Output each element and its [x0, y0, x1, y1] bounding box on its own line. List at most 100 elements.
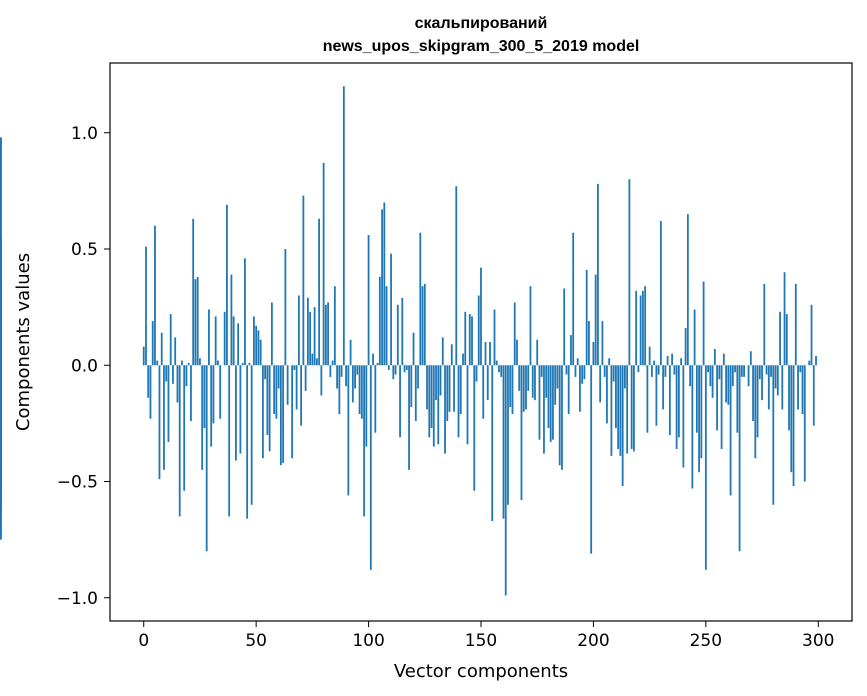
bar-191	[572, 232, 575, 366]
bar-102	[372, 353, 374, 366]
bar-2	[147, 365, 150, 398]
bar-222	[641, 290, 644, 366]
bar-240	[682, 365, 685, 468]
bar-254	[713, 348, 716, 366]
bar-54	[264, 365, 267, 380]
bar-223	[644, 286, 647, 366]
bar-145	[468, 314, 471, 366]
bar-196	[583, 365, 586, 380]
bar-64	[286, 365, 289, 405]
bar-23	[194, 279, 197, 366]
chart-title: скальпирований	[415, 15, 548, 32]
y-axis-label: Components values	[13, 253, 34, 431]
bar-283	[779, 311, 781, 366]
bar-177	[540, 365, 543, 377]
bar-33	[217, 360, 219, 366]
bar-232	[664, 365, 667, 377]
bar-undefined	[0, 137, 2, 366]
bar-245	[693, 309, 696, 366]
bar-147	[473, 365, 476, 491]
bar-175	[536, 339, 539, 366]
bar-41	[235, 365, 237, 461]
bar-117	[405, 365, 408, 370]
bar-96	[358, 365, 361, 415]
x-tick-label: 150	[465, 631, 497, 651]
bar-170	[525, 365, 527, 410]
bar-201	[594, 274, 597, 366]
bar-66	[291, 365, 294, 459]
bar-291	[797, 365, 799, 410]
bar-176	[538, 365, 541, 440]
bar-288	[790, 365, 793, 473]
bar-271	[752, 365, 754, 422]
bar-173	[531, 365, 534, 398]
bar-133	[441, 337, 444, 366]
bar-108	[385, 286, 388, 366]
bar-294	[803, 365, 806, 482]
bar-228	[655, 365, 658, 426]
bar-7	[158, 365, 161, 480]
bar-183	[554, 365, 557, 405]
bar-74	[309, 311, 312, 366]
bar-252	[709, 365, 712, 387]
bar-113	[396, 304, 399, 366]
bar-17	[181, 360, 183, 366]
bar-73	[306, 297, 309, 366]
bar-264	[736, 365, 739, 433]
bar-274	[758, 365, 761, 380]
bar-111	[392, 365, 395, 380]
bar-21	[190, 365, 192, 422]
bar-116	[403, 365, 406, 373]
bar-131	[437, 365, 440, 445]
bar-219	[635, 290, 638, 366]
bar-89	[342, 86, 345, 366]
bar-20	[187, 362, 190, 366]
bar-214	[624, 365, 626, 389]
bar-88	[340, 365, 343, 377]
bar-152	[484, 342, 487, 366]
bar-36	[223, 311, 226, 366]
bar-258	[722, 353, 725, 366]
bar-286	[785, 314, 788, 366]
bar-260	[727, 365, 730, 405]
bar-67	[293, 365, 296, 370]
bar-45	[244, 258, 246, 366]
bar-275	[761, 365, 763, 401]
bar-103	[374, 365, 377, 433]
bar-120	[412, 332, 415, 366]
bar-161	[504, 365, 507, 596]
bar-123	[419, 232, 422, 366]
bar-109	[387, 365, 390, 370]
y-tick-label: −0.5	[57, 473, 98, 493]
bar-143	[464, 311, 467, 366]
bar-95	[356, 365, 359, 375]
bar-235	[671, 353, 674, 366]
bar-249	[702, 281, 705, 366]
bar-292	[799, 365, 802, 373]
y-tick-label: 0.0	[71, 356, 98, 376]
bar-39	[230, 274, 233, 366]
bar-236	[673, 365, 676, 375]
bar-166	[516, 339, 518, 366]
bar-49	[253, 316, 255, 366]
bar-128	[430, 365, 433, 429]
bar-237	[675, 365, 678, 449]
bar-5	[154, 225, 156, 366]
bar-205	[603, 365, 606, 377]
bar-94	[354, 365, 356, 389]
bar-82	[327, 302, 329, 366]
bar-189	[567, 365, 570, 415]
bar-19	[185, 365, 188, 387]
bar-6	[156, 360, 159, 366]
bar-110	[390, 253, 392, 366]
bar-203	[599, 365, 602, 403]
bar-229	[657, 365, 660, 375]
bar-14	[174, 337, 177, 366]
bar-187	[563, 288, 566, 366]
x-axis-label: Vector components	[394, 661, 568, 682]
bar-48	[250, 365, 253, 505]
bar-251	[707, 365, 709, 373]
bar-43	[239, 365, 242, 454]
bar-197	[585, 269, 588, 366]
bar-215	[626, 365, 629, 454]
